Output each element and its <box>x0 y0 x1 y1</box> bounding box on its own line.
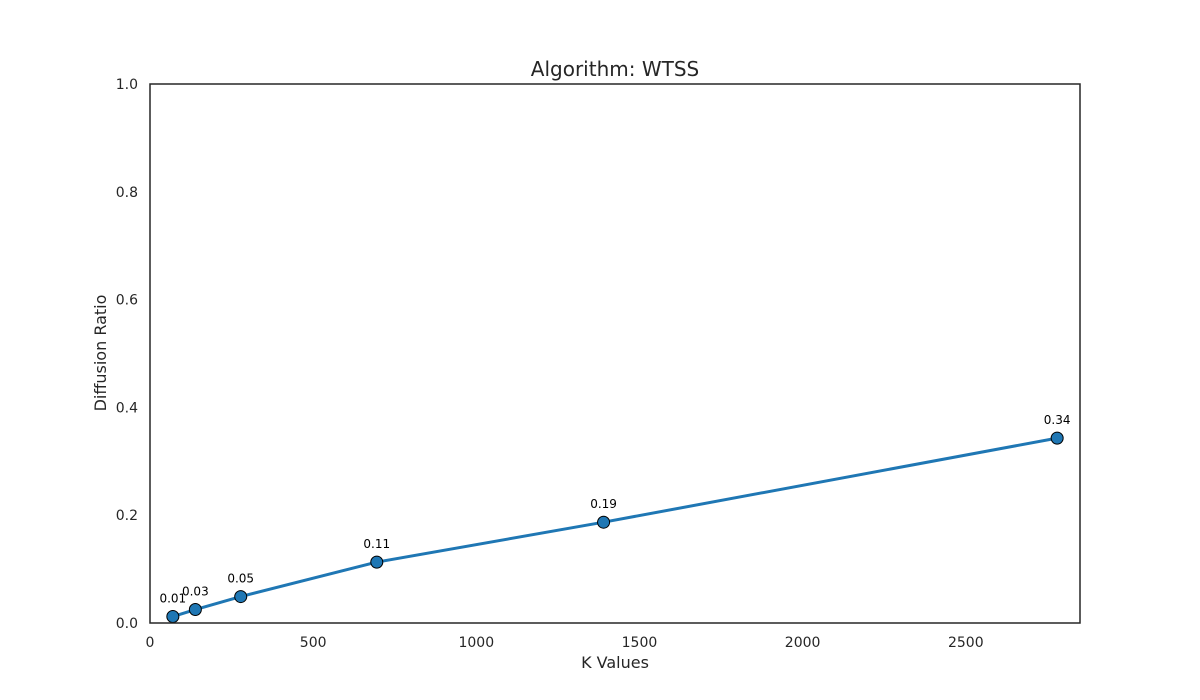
y-tick-label: 0.2 <box>116 508 138 524</box>
data-label: 0.03 <box>182 585 209 599</box>
data-point <box>188 603 202 617</box>
series-layer: 0.010.03 0.05 0.11 0.19 0.34 <box>159 413 1071 624</box>
x-tick-label: 1500 <box>622 635 658 651</box>
x-tick-label: 0 <box>146 635 155 651</box>
data-label: 0.34 <box>1044 413 1071 427</box>
chart-title: Algorithm: WTSS <box>531 57 699 81</box>
plot-frame <box>149 83 1081 624</box>
y-tick-label: 0.8 <box>116 185 138 201</box>
data-point <box>234 590 248 604</box>
data-label: 0.11 <box>363 537 390 551</box>
x-tick-label: 2000 <box>785 635 821 651</box>
y-tick-label: 1.0 <box>116 77 138 93</box>
ticks-layer: 0 500 1000 1500 2000 2500 0.0 0.2 0.4 0.6 0.8 1.0 <box>116 77 984 651</box>
x-tick-label: 1000 <box>458 635 494 651</box>
series-line <box>171 436 1059 619</box>
y-tick-label: 0.6 <box>116 293 138 309</box>
data-point <box>166 610 180 624</box>
y-tick-label: 0.0 <box>116 616 138 632</box>
data-point <box>1050 431 1064 445</box>
x-tick-label: 500 <box>300 635 327 651</box>
data-label: 0.01 <box>159 592 186 606</box>
x-tick-label: 2500 <box>948 635 984 651</box>
y-tick-label: 0.4 <box>116 400 138 416</box>
data-point <box>370 555 384 569</box>
data-label: 0.05 <box>227 572 254 586</box>
data-point <box>597 515 611 529</box>
y-axis-label: Diffusion Ratio <box>91 295 110 412</box>
data-label: 0.19 <box>590 497 617 511</box>
x-axis-label: K Values <box>581 653 649 672</box>
